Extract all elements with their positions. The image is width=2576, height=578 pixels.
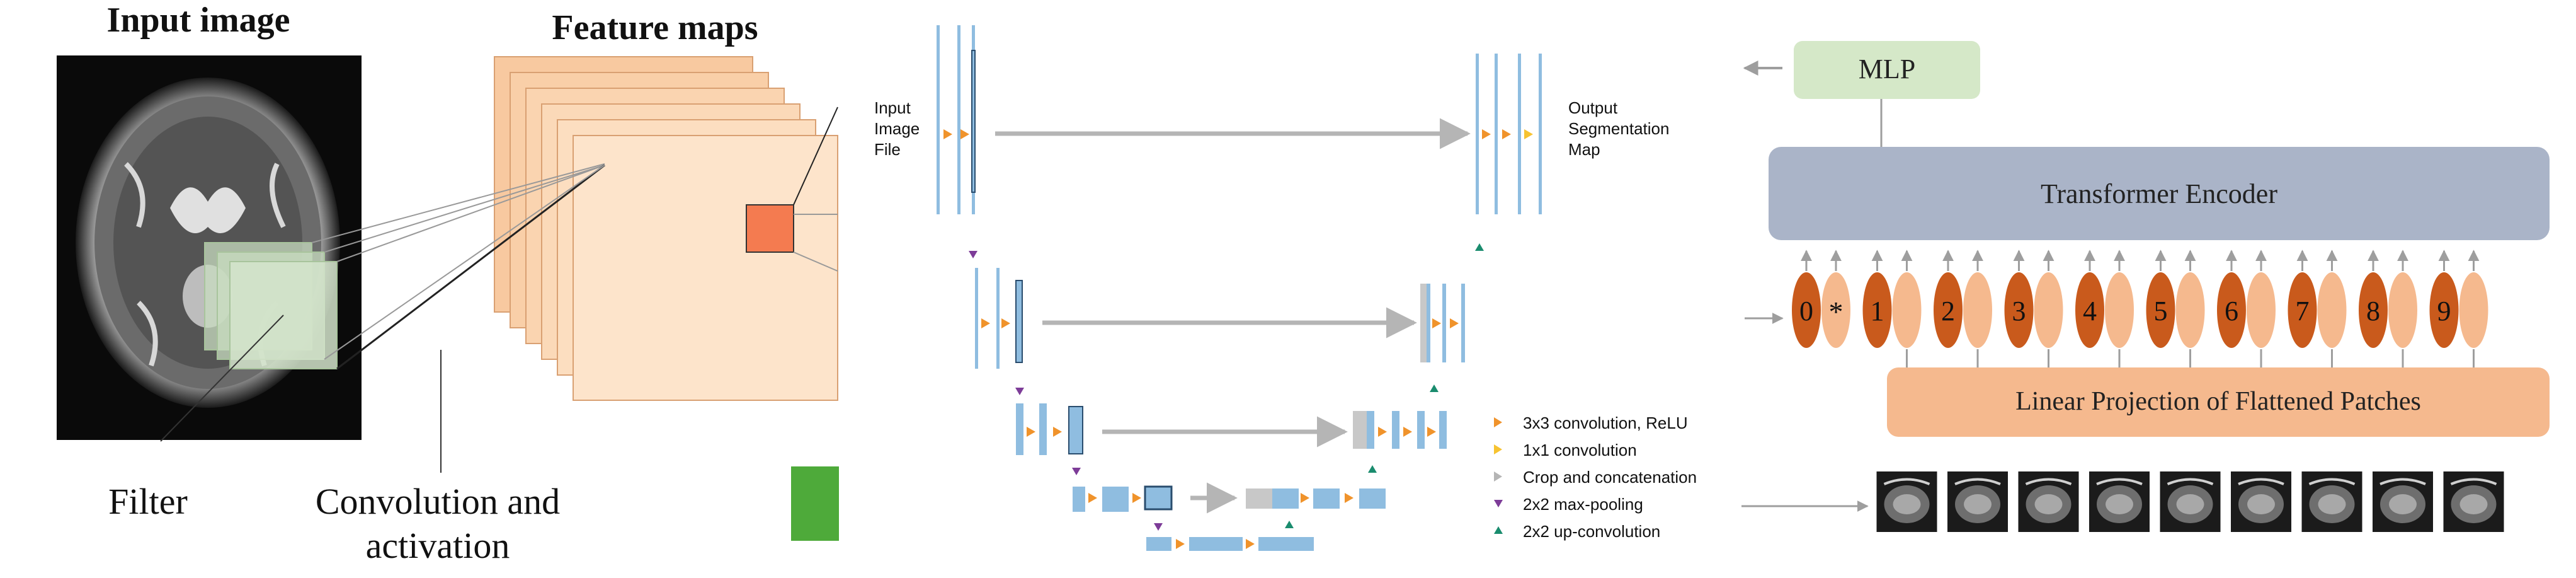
mri-patch-2 [1947, 471, 2008, 532]
position-label-0: 0 [1799, 296, 1813, 327]
unet-level-2 [975, 268, 1465, 369]
position-label-6: 6 [2225, 296, 2238, 327]
mri-patch-6 [2231, 471, 2291, 532]
patch-embedding-6 [2247, 272, 2276, 348]
unet-level-3 [1016, 403, 1447, 455]
position-embedding-2 [1934, 272, 1963, 348]
patch-embedding-0 [1821, 272, 1850, 348]
position-label-4: 4 [2083, 296, 2097, 327]
mri-patch-row [1876, 471, 2504, 532]
position-label-9: 9 [2437, 296, 2451, 327]
position-label-3: 3 [2012, 296, 2026, 327]
class-token-label: * [1829, 296, 1844, 328]
legend-icon-conv [1494, 417, 1502, 427]
mri-patch-7 [2301, 471, 2362, 532]
legend-label-upconv: 2x2 up-convolution [1523, 522, 1660, 541]
unet-output-label-3: Map [1568, 140, 1600, 159]
unet-level-5 [1146, 537, 1314, 551]
position-label-7: 7 [2296, 296, 2310, 327]
position-label-2: 2 [1941, 296, 1955, 327]
position-embedding-7 [2288, 272, 2317, 348]
mlp-label: MLP [1859, 54, 1915, 84]
unet-orange-arrows [943, 129, 1511, 549]
unet-input-label-2: Image [874, 119, 920, 138]
mri-patch-4 [2089, 471, 2150, 532]
position-label-1: 1 [1871, 296, 1884, 327]
position-label-5: 5 [2154, 296, 2168, 327]
legend-label-crop: Crop and concatenation [1523, 468, 1697, 487]
feature-maps-title: Feature maps [552, 8, 758, 47]
input-image-title: Input image [107, 1, 290, 40]
mri-patch-9 [2443, 471, 2504, 532]
mri-patch-8 [2373, 471, 2433, 532]
unet-output-label-1: Output [1568, 98, 1618, 117]
green-block [791, 466, 839, 541]
vit-token-row: 0 * 1 2 3 4 5 6 7 8 9 [1792, 250, 2488, 367]
position-embedding-5 [2146, 272, 2175, 348]
position-embedding-1 [1862, 272, 1892, 348]
position-embedding-4 [2075, 272, 2104, 348]
unet-level-4 [1073, 485, 1386, 512]
unet-panel: Input Image File Output Segmentation Map [874, 25, 1697, 551]
patch-embedding-1 [1892, 272, 1922, 348]
legend-label-conv: 3x3 convolution, ReLU [1523, 413, 1688, 432]
filter-window [204, 242, 338, 369]
unet-output-label-2: Segmentation [1568, 119, 1669, 138]
cnn-panel: Input image Feature maps [57, 1, 839, 566]
convolution-label-line1: Convolution and [316, 481, 560, 522]
patch-embedding-5 [2175, 272, 2205, 348]
linear-projection-label: Linear Projection of Flattened Patches [2015, 387, 2421, 416]
unet-pool-arrows [969, 251, 1163, 531]
mri-patch-5 [2160, 471, 2221, 532]
activation-cell [746, 204, 794, 253]
unet-input-label-1: Input [874, 98, 911, 117]
legend-label-pool: 2x2 max-pooling [1523, 495, 1643, 514]
position-label-8: 8 [2366, 296, 2380, 327]
legend-icon-1x1 [1494, 444, 1502, 454]
legend-label-1x1: 1x1 convolution [1523, 441, 1637, 460]
unet-1x1-arrow [1524, 129, 1533, 139]
patch-embedding-3 [2034, 272, 2063, 348]
linear-projection-block [1887, 367, 2550, 437]
patch-embedding-4 [2105, 272, 2134, 348]
cnn-connection-lines [160, 107, 838, 473]
position-embedding-3 [2004, 272, 2034, 348]
patch-embedding-9 [2459, 272, 2488, 348]
legend-icon-crop [1494, 471, 1502, 482]
patch-embedding-2 [1963, 272, 1992, 348]
legend-icon-upconv [1494, 526, 1503, 534]
unet-input-label-3: File [874, 140, 901, 159]
feature-map-stack [494, 56, 838, 401]
mlp-block [1794, 41, 1980, 99]
vit-panel: MLP Transformer Encoder Linear Projectio… [1741, 41, 2550, 532]
position-embedding-9 [2429, 272, 2459, 348]
legend-icon-pool [1494, 500, 1503, 507]
mri-patch-3 [2018, 471, 2079, 532]
position-embedding-6 [2217, 272, 2246, 348]
convolution-label-line2: activation [366, 525, 510, 566]
mri-patch-1 [1876, 471, 1937, 532]
patch-embedding-8 [2388, 272, 2417, 348]
position-embedding-0 [1792, 272, 1821, 348]
filter-label: Filter [108, 481, 188, 522]
unet-skip-connections [995, 118, 1471, 514]
unet-upconv-arrows [1285, 243, 1484, 528]
transformer-encoder-block [1769, 147, 2550, 240]
unet-level-1 [937, 25, 1542, 214]
position-embedding-8 [2359, 272, 2388, 348]
patch-embedding-7 [2317, 272, 2347, 348]
transformer-encoder-label: Transformer Encoder [2041, 178, 2277, 209]
unet-legend: 3x3 convolution, ReLU 1x1 convolution Cr… [1494, 413, 1697, 541]
